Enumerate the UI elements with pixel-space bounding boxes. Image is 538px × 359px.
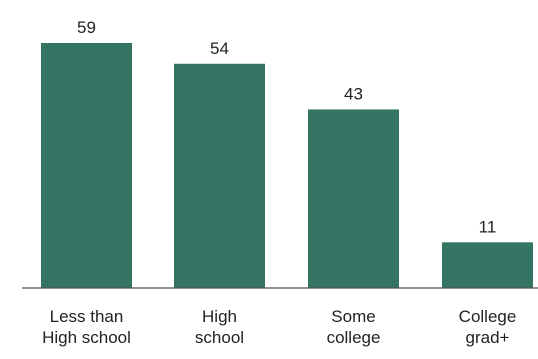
bar-2 — [308, 109, 399, 289]
bar-0 — [41, 43, 132, 288]
category-label-3-line-1: grad+ — [466, 328, 510, 347]
value-label-2: 43 — [344, 84, 363, 103]
category-label-0-line-0: Less than — [50, 307, 124, 326]
category-label-2-line-1: college — [327, 328, 381, 347]
bars-group — [41, 43, 533, 289]
value-label-3: 11 — [479, 217, 497, 236]
value-label-1: 54 — [210, 39, 229, 58]
category-label-2: Some college — [327, 307, 381, 347]
bar-3 — [442, 242, 533, 288]
category-label-1-line-0: High — [202, 307, 237, 326]
category-label-1: High school — [195, 307, 244, 347]
category-label-2-line-0: Some — [331, 307, 375, 326]
value-label-0: 59 — [77, 18, 96, 37]
bar-1 — [174, 63, 265, 288]
value-labels-group: 59 54 43 11 — [77, 18, 496, 236]
category-label-3: College grad+ — [459, 307, 517, 347]
category-label-1-line-1: school — [195, 328, 244, 347]
category-label-0: Less than High school — [42, 307, 131, 347]
category-label-3-line-0: College — [459, 307, 517, 326]
category-label-0-line-1: High school — [42, 328, 131, 347]
